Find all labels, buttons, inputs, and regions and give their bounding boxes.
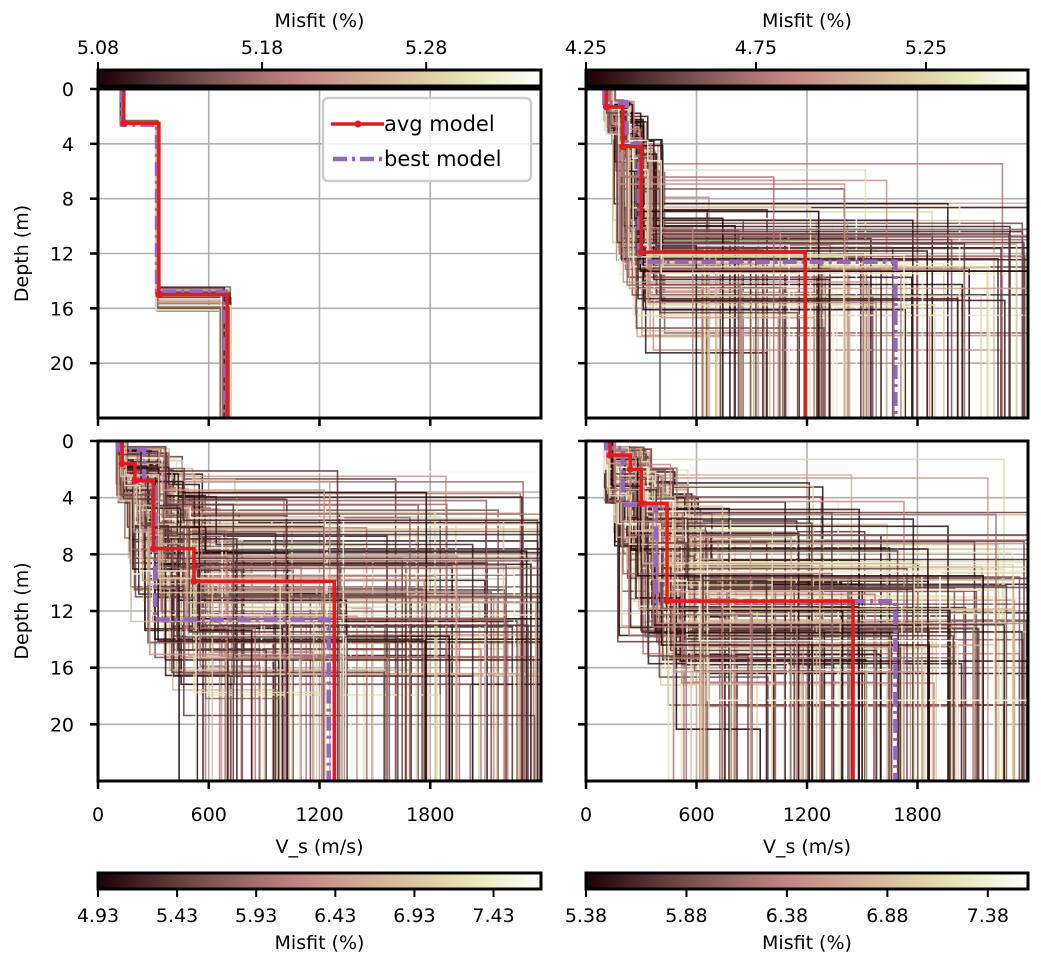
colorbar-tick-label: 5.93 bbox=[235, 905, 277, 927]
panel-top-right: 4.25 4.75 5.25 Misfit (%) bbox=[565, 10, 1030, 426]
x-tick-label: 1800 bbox=[406, 804, 454, 826]
y-tick-label: 0 bbox=[62, 79, 74, 101]
ensemble-line bbox=[614, 441, 1016, 781]
ensemble-line bbox=[122, 441, 537, 781]
ensemble-line bbox=[117, 441, 339, 781]
avg-model-marker bbox=[149, 545, 157, 553]
colorbar-tick-label: 6.38 bbox=[766, 905, 808, 927]
best-model-line bbox=[602, 89, 898, 418]
x-tick-label: 0 bbox=[92, 804, 104, 826]
avg-model-marker bbox=[155, 291, 163, 299]
avg-model-marker bbox=[637, 499, 645, 507]
colorbar-tick-label: 4.93 bbox=[77, 905, 119, 927]
avg-model-marker bbox=[606, 451, 614, 459]
colorbar-gradient bbox=[584, 68, 1030, 88]
colorbar-gradient bbox=[96, 871, 543, 891]
legend-label: avg model bbox=[384, 112, 495, 136]
panel-bottom-left: 0 4 8 12 16 20 0 600 1200 1800 Depth (m) V_s (m/s) 4… bbox=[11, 431, 543, 954]
colorbar: 4.93 5.43 5.93 6.43 6.93 7.43 Misfit (%) bbox=[77, 871, 543, 954]
avg-model-marker bbox=[118, 460, 126, 468]
colorbar: 5.08 5.18 5.28 Misfit (%) bbox=[77, 10, 543, 88]
ensemble-line bbox=[607, 441, 833, 781]
x-tick-label: 600 bbox=[678, 804, 714, 826]
x-tick-label: 1200 bbox=[295, 804, 343, 826]
avg-model-marker bbox=[131, 477, 139, 485]
avg-model-marker bbox=[663, 597, 671, 605]
colorbar-label: Misfit (%) bbox=[762, 10, 852, 32]
colorbar-label: Misfit (%) bbox=[275, 10, 365, 32]
y-tick-label: 8 bbox=[62, 544, 74, 566]
legend-marker-avg bbox=[354, 120, 362, 128]
y-axis-label: Depth (m) bbox=[11, 205, 33, 302]
x-tick-label: 600 bbox=[191, 804, 227, 826]
ensemble-line bbox=[121, 441, 541, 616]
avg-model-line bbox=[122, 89, 229, 418]
y-tick-label: 4 bbox=[62, 134, 74, 156]
y-tick-label: 4 bbox=[62, 488, 74, 510]
colorbar: 4.25 4.75 5.25 Misfit (%) bbox=[565, 10, 1030, 88]
colorbar-tick-label: 5.38 bbox=[565, 905, 607, 927]
colorbar-tick-label: 5.18 bbox=[241, 37, 283, 59]
x-tick-label: 1800 bbox=[893, 804, 941, 826]
best-model-line bbox=[119, 89, 228, 418]
x-tick-label: 1200 bbox=[783, 804, 831, 826]
y-tick-label: 20 bbox=[50, 714, 74, 736]
ensemble-line bbox=[608, 441, 702, 781]
colorbar-tick-label: 6.93 bbox=[393, 905, 435, 927]
colorbar-tick-label: 7.43 bbox=[472, 905, 514, 927]
y-tick-label: 12 bbox=[50, 601, 74, 623]
ensemble-line bbox=[606, 89, 741, 418]
colorbar-gradient bbox=[96, 68, 543, 88]
avg-model-marker bbox=[637, 248, 645, 256]
y-tick-label: 16 bbox=[50, 298, 74, 320]
x-axis-label: V_s (m/s) bbox=[275, 836, 363, 858]
ensemble-line bbox=[125, 441, 541, 536]
avg-model-line bbox=[120, 441, 337, 781]
colorbar-tick-label: 4.75 bbox=[735, 37, 777, 59]
ensemble-line bbox=[605, 441, 924, 781]
ensemble-line bbox=[117, 441, 315, 781]
panel-top-left: 0 4 8 12 16 20 Depth (m) 5.08 5.18 5.28 Misfit (%)… bbox=[11, 10, 543, 426]
ensemble-line bbox=[125, 441, 282, 781]
ensemble-line bbox=[613, 89, 1028, 273]
panel-bottom-right: 0 600 1200 1800 V_s (m/s) 5.38 5.88 6.38 6.88 7.3… bbox=[565, 439, 1030, 954]
ensemble-line bbox=[613, 441, 753, 781]
avg-model-marker bbox=[626, 465, 634, 473]
colorbar: 5.38 5.88 6.38 6.88 7.38 Misfit (%) bbox=[565, 871, 1030, 954]
ensemble-line bbox=[122, 441, 541, 633]
avg-model-marker bbox=[619, 143, 627, 151]
y-axis-label: Depth (m) bbox=[11, 562, 33, 659]
colorbar-gradient bbox=[584, 871, 1030, 891]
legend-box bbox=[321, 96, 533, 183]
y-tick-label: 12 bbox=[50, 244, 74, 266]
ensemble-line bbox=[116, 441, 507, 781]
ensemble-models bbox=[115, 441, 541, 781]
colorbar-tick-label: 4.25 bbox=[565, 37, 607, 59]
colorbar-tick-label: 5.88 bbox=[665, 905, 707, 927]
colorbar-label: Misfit (%) bbox=[275, 932, 365, 954]
x-axis-label: V_s (m/s) bbox=[763, 836, 851, 858]
colorbar-tick-label: 7.38 bbox=[967, 905, 1009, 927]
legend-label: best model bbox=[384, 147, 502, 171]
ensemble-line bbox=[611, 441, 929, 781]
legend: avg model best model bbox=[321, 96, 533, 183]
colorbar-tick-label: 5.28 bbox=[405, 37, 447, 59]
x-tick-label: 0 bbox=[580, 804, 592, 826]
colorbar-tick-label: 5.43 bbox=[156, 905, 198, 927]
avg-model-line bbox=[608, 441, 855, 781]
y-tick-label: 0 bbox=[62, 431, 74, 453]
avg-model-marker bbox=[602, 103, 610, 111]
colorbar-tick-label: 6.88 bbox=[866, 905, 908, 927]
y-tick-label: 20 bbox=[50, 353, 74, 375]
colorbar-tick-label: 5.08 bbox=[77, 37, 119, 59]
avg-model-marker bbox=[120, 119, 128, 127]
colorbar-tick-label: 5.25 bbox=[905, 37, 947, 59]
ensemble-line bbox=[611, 89, 870, 418]
y-tick-label: 16 bbox=[50, 658, 74, 680]
colorbar-tick-label: 6.43 bbox=[314, 905, 356, 927]
y-tick-label: 8 bbox=[62, 189, 74, 211]
colorbar-label: Misfit (%) bbox=[762, 932, 852, 954]
avg-model-marker bbox=[190, 577, 198, 585]
